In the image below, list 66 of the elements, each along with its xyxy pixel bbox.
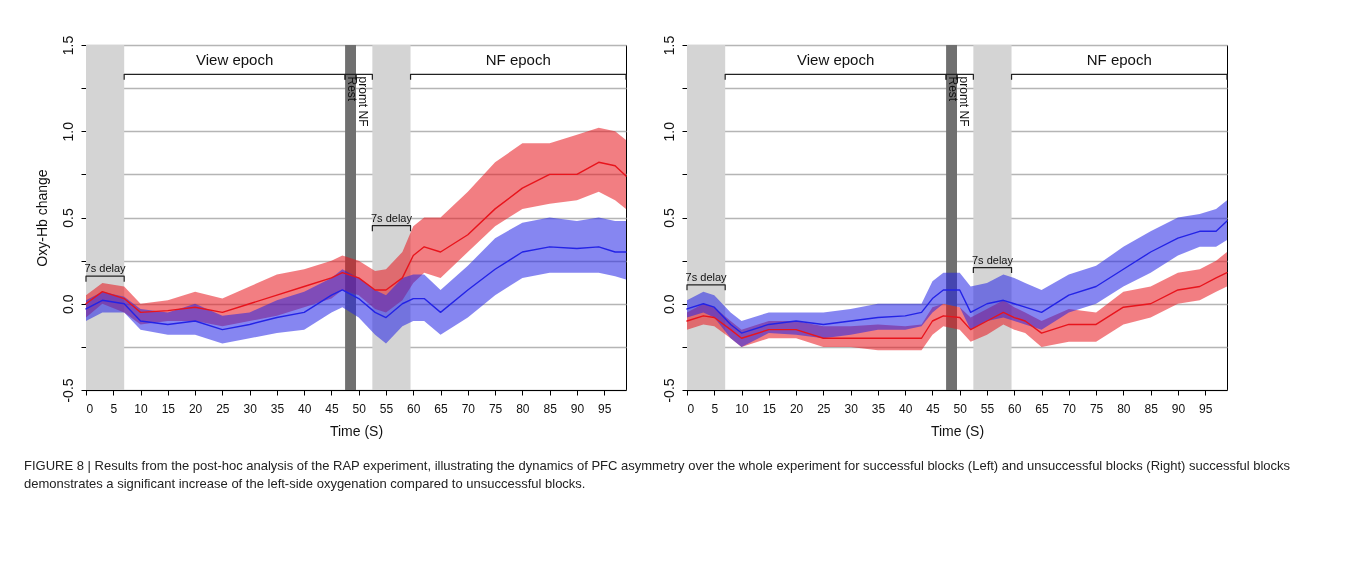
x-tick-label: 35 (270, 401, 285, 416)
x-tick-label: 95 (1199, 401, 1213, 416)
y-tick-label: 1.5 (660, 35, 677, 56)
x-tick-label: 55 (379, 401, 394, 416)
annotation: View epoch (797, 51, 875, 69)
x-tick-label: 70 (461, 401, 476, 416)
x-tick-label: 10 (735, 401, 750, 416)
line-series (686, 220, 1228, 334)
line-series (85, 161, 627, 314)
y-tick-label: 1.5 (59, 35, 76, 56)
y-tick-label: 0.0 (59, 294, 76, 314)
x-tick-label: 0 (687, 401, 695, 416)
band-label: 7s delay (971, 253, 1014, 266)
x-tick-label: 65 (1035, 401, 1050, 416)
x-tick-label: 5 (110, 401, 118, 416)
x-tick-label: 0 (86, 401, 94, 416)
caption: FIGURE 8 | Results from the post-hoc analysis of the RAP experiment, illustrating the dynamics of PFC asymmetry over the whole experiment for successful blocks (Left) and unsuccessful blocks (Right) successful blocks demonstrates a significant increase of the left-side oxygenation compared to unsuccessful blocks. (24, 457, 1292, 494)
x-tick-label: 75 (488, 401, 503, 416)
x-tick-label: 70 (1062, 401, 1077, 416)
x-tick-label: 80 (516, 401, 530, 416)
x-tick-label: 30 (243, 401, 258, 416)
band-label: 7s delay (370, 211, 413, 224)
x-tick-label: 90 (1171, 401, 1186, 416)
x-tick-label: 5 (711, 401, 719, 416)
x-tick-label: 35 (871, 401, 886, 416)
x-tick-label: 45 (325, 401, 339, 416)
x-tick-label: 15 (762, 401, 777, 416)
y-tick-label: 1.0 (660, 121, 677, 142)
y-tick-label: -0.5 (59, 378, 76, 403)
y-tick-label: 0.5 (59, 208, 76, 228)
x-tick-label: 85 (543, 401, 558, 416)
x-tick-label: 50 (352, 401, 367, 416)
annotation: NF epoch (485, 51, 551, 69)
y-tick-label: 1.0 (59, 121, 76, 142)
x-tick-label: 25 (817, 401, 831, 416)
x-tick-label: 45 (926, 401, 940, 416)
x-tick-label: 30 (844, 401, 859, 416)
annotation: NF epoch (1086, 51, 1152, 69)
band-label: 7s delay (84, 262, 127, 275)
annotation: View epoch (196, 51, 274, 69)
x-tick-label: 60 (407, 401, 421, 416)
x-tick-label: 60 (1008, 401, 1022, 416)
x-axis-title: Time (S) (930, 422, 985, 439)
band-label: 7s delay (685, 270, 728, 283)
y-tick-label: 0.5 (660, 208, 677, 228)
x-tick-label: 80 (1117, 401, 1131, 416)
y-axis-title: Oxy-Hb change (33, 169, 50, 267)
x-tick-label: 25 (216, 401, 230, 416)
x-tick-label: 75 (1089, 401, 1104, 416)
x-tick-label: 95 (598, 401, 612, 416)
x-tick-label: 90 (570, 401, 585, 416)
x-tick-label: 50 (953, 401, 968, 416)
x-tick-label: 40 (899, 401, 913, 416)
x-tick-label: 85 (1144, 401, 1159, 416)
x-tick-label: 40 (298, 401, 312, 416)
y-tick-label: -0.5 (660, 378, 677, 403)
y-tick-label: 0.0 (660, 294, 677, 314)
x-tick-label: 55 (980, 401, 995, 416)
x-tick-label: 20 (188, 401, 203, 416)
x-tick-label: 20 (789, 401, 804, 416)
line-series (85, 246, 627, 331)
line-series (686, 272, 1228, 339)
x-tick-label: 15 (161, 401, 176, 416)
x-tick-label: 10 (134, 401, 149, 416)
x-axis-title: Time (S) (329, 422, 384, 439)
x-tick-label: 65 (434, 401, 449, 416)
